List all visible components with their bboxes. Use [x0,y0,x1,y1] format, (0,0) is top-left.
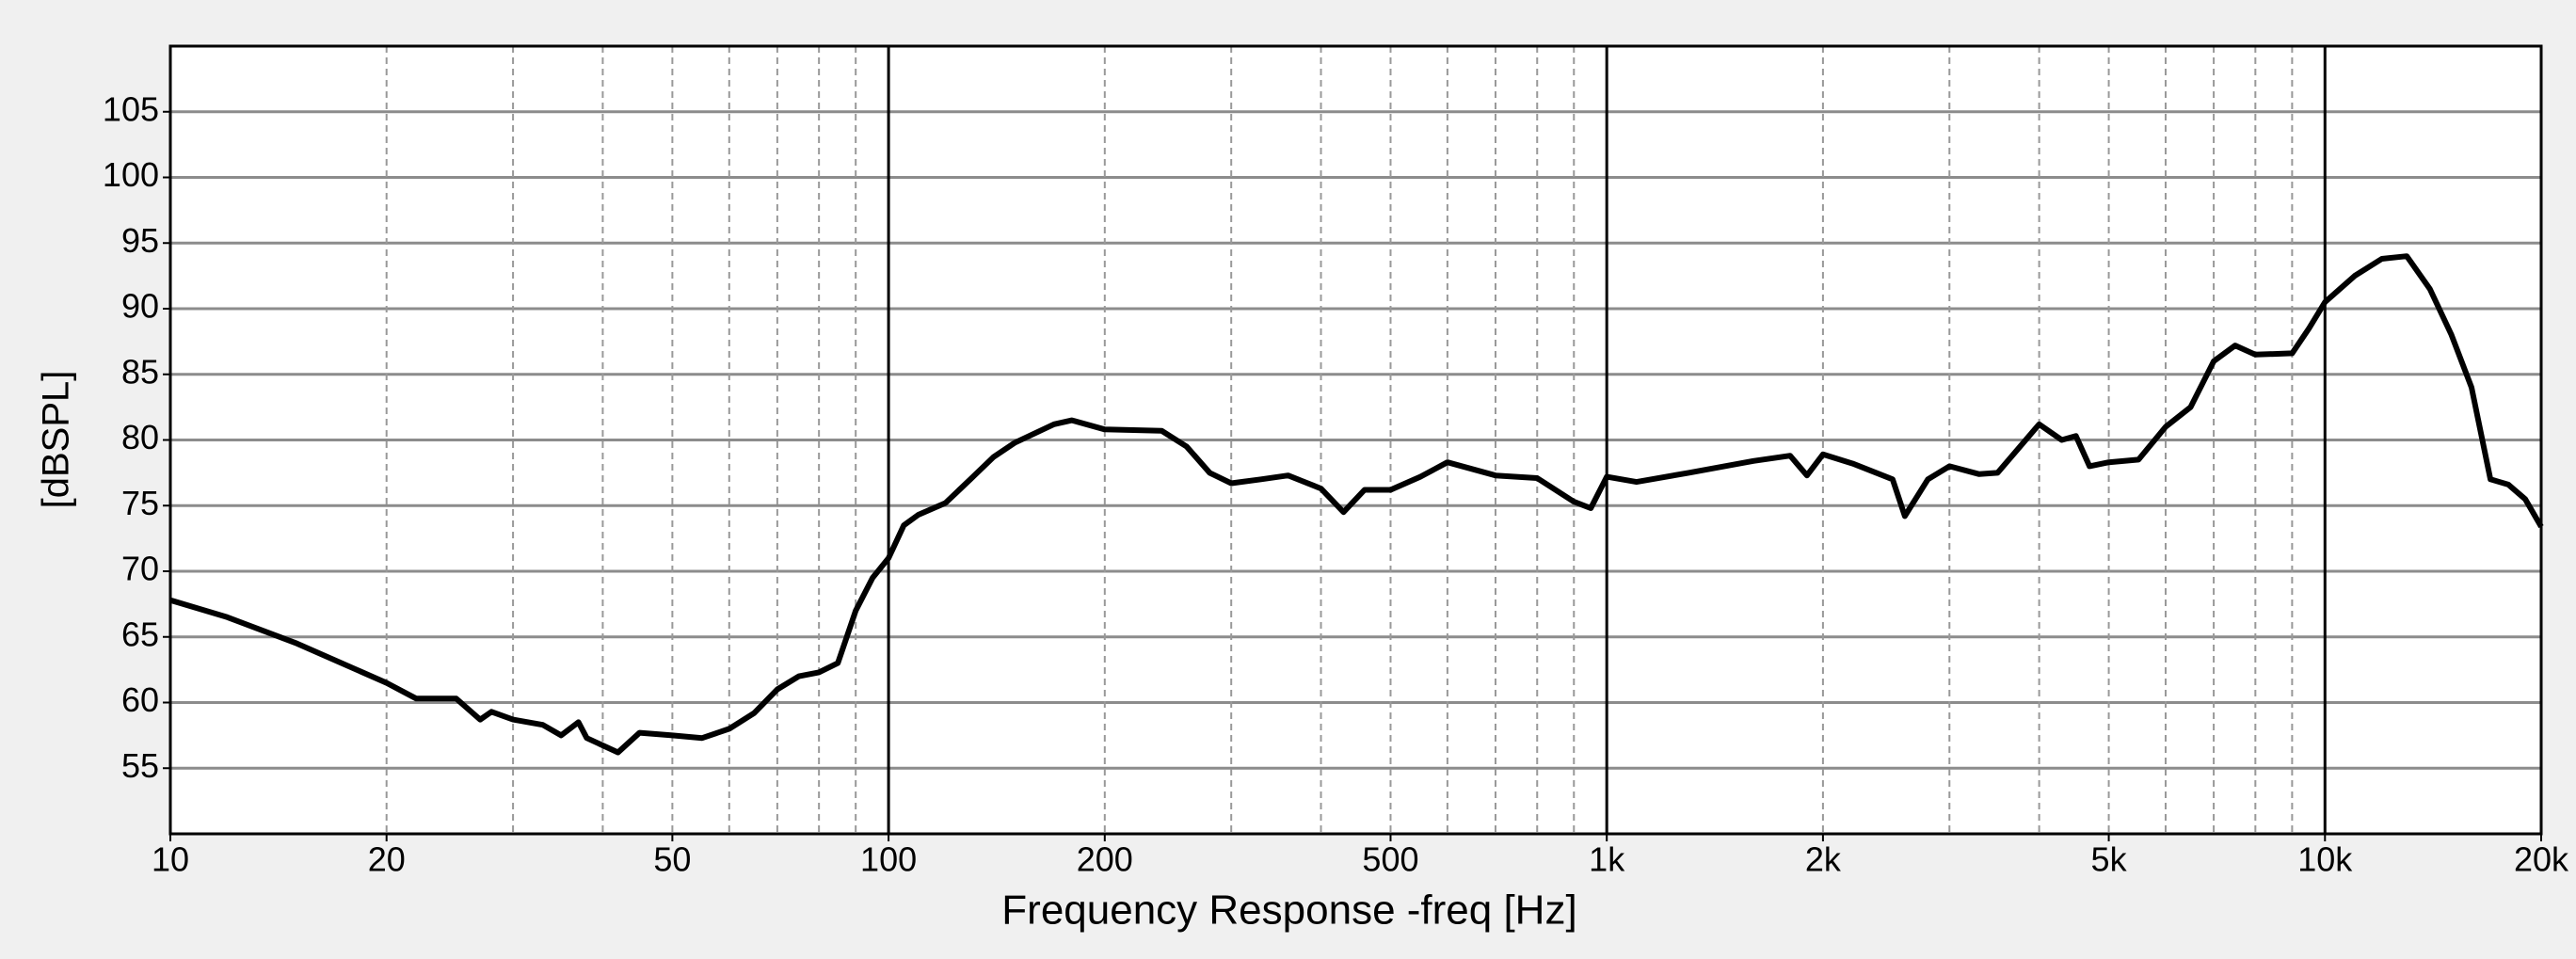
x-tick-label: 10 [152,840,189,879]
x-tick-label: 1k [1589,840,1625,879]
y-axis-title: [dBSPL] [36,371,77,509]
y-tick-label: 90 [121,287,159,326]
x-tick-label: 5k [2091,840,2128,879]
y-tick-label: 70 [121,550,159,588]
x-tick-label: 20 [368,840,406,879]
y-tick-label: 95 [121,221,159,260]
y-tick-label: 80 [121,418,159,456]
y-tick-label: 75 [121,484,159,522]
x-tick-label: 500 [1362,840,1418,879]
data-line [169,253,2544,756]
y-tick-label: 85 [121,352,159,391]
x-tick-label: 10k [2297,840,2353,879]
x-axis-title: Frequency Response -freq [Hz] [1001,887,1576,934]
x-tick-label: 20k [2514,840,2569,879]
y-tick-label: 100 [103,155,159,194]
plot-frame [168,44,2543,836]
x-tick-label: 100 [860,840,917,879]
y-tick-label: 55 [121,746,159,785]
y-tick-label: 105 [103,89,159,128]
x-tick-label: 200 [1077,840,1133,879]
y-tick-label: 65 [121,615,159,653]
x-tick-label: 2k [1805,840,1842,879]
y-tick-label: 60 [121,680,159,719]
x-tick-label: 50 [653,840,691,879]
